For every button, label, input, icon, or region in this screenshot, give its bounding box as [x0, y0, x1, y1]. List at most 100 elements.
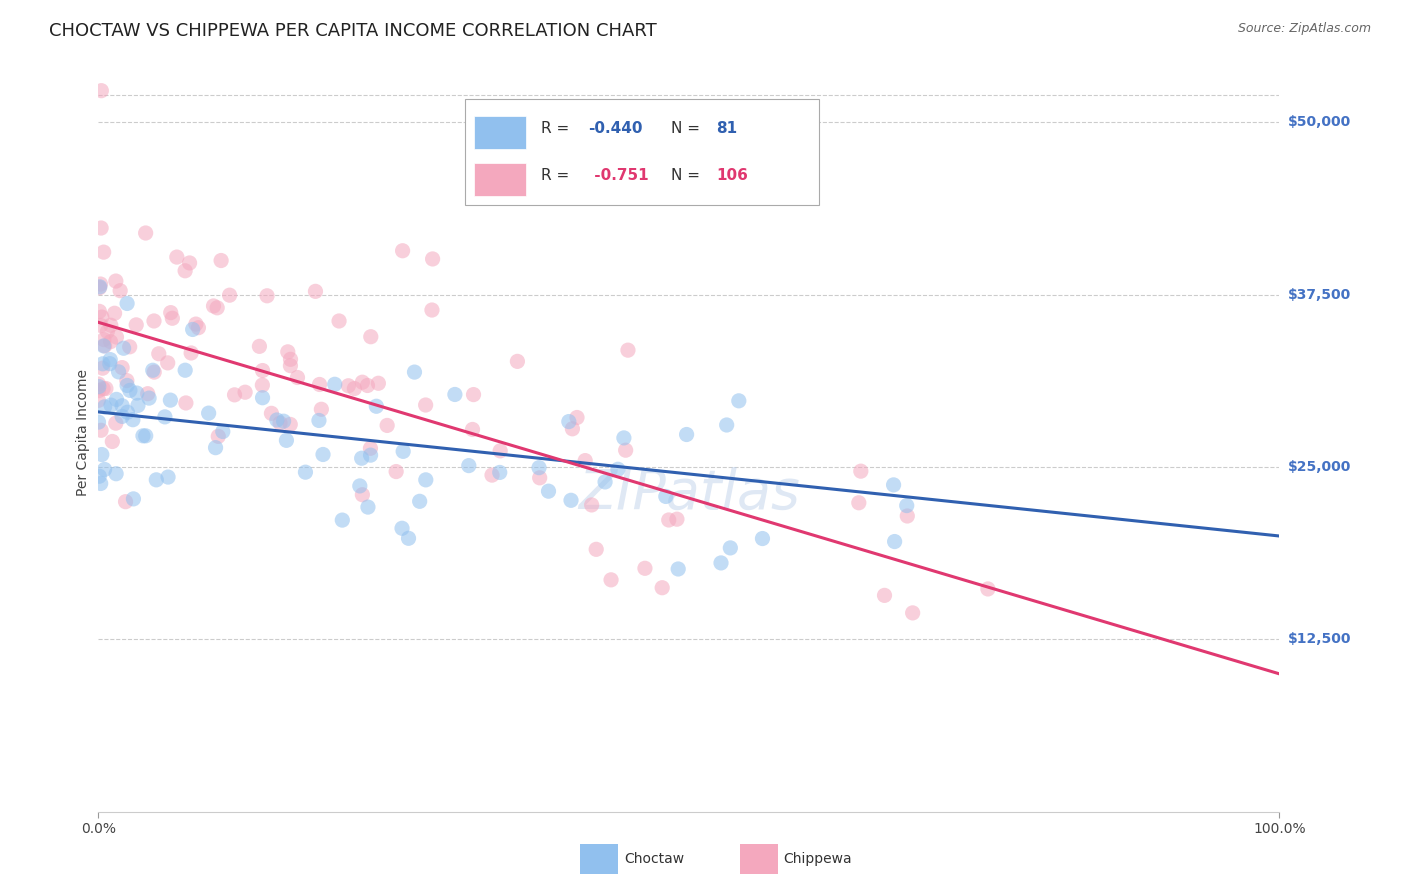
Point [118, 340, 141, 354]
Point [209, 253, 232, 268]
Point [349, 479, 371, 493]
Point [207, 429, 229, 443]
Point [252, 378, 274, 392]
Point [304, 285, 326, 299]
Point [896, 499, 918, 513]
Point [367, 376, 389, 391]
Point [153, 409, 176, 424]
Point [100, 398, 122, 412]
Point [415, 398, 437, 412]
FancyBboxPatch shape [581, 845, 619, 874]
Text: 106: 106 [716, 168, 748, 183]
Point [115, 296, 138, 310]
Point [276, 434, 298, 448]
Point [311, 402, 333, 417]
Point [260, 406, 283, 420]
Point [675, 427, 697, 442]
Text: $12,500: $12,500 [1288, 632, 1351, 647]
Point [337, 378, 360, 392]
Point [366, 399, 388, 413]
Point [481, 468, 503, 483]
Point [506, 354, 529, 368]
Point [107, 365, 129, 379]
Point [537, 484, 560, 499]
Point [375, 418, 398, 433]
FancyBboxPatch shape [464, 99, 818, 205]
Point [90, 448, 112, 462]
Point [93, 245, 115, 260]
Point [89, 280, 111, 294]
Point [89, 281, 111, 295]
Point [118, 384, 141, 398]
Point [122, 413, 145, 427]
Point [360, 329, 382, 343]
Point [87, 393, 110, 408]
Point [252, 391, 274, 405]
Point [122, 491, 145, 506]
Point [328, 314, 350, 328]
Point [392, 444, 415, 458]
Point [96, 325, 118, 339]
Point [883, 534, 905, 549]
Point [187, 320, 209, 334]
Point [600, 573, 623, 587]
Point [197, 406, 219, 420]
Point [89, 304, 111, 318]
Point [280, 359, 302, 373]
Point [156, 356, 179, 370]
Point [179, 256, 201, 270]
Point [457, 458, 479, 473]
Point [93, 400, 115, 414]
Point [89, 277, 111, 291]
Point [558, 415, 581, 429]
Point [159, 393, 181, 408]
Text: CHOCTAW VS CHIPPEWA PER CAPITA INCOME CORRELATION CHART: CHOCTAW VS CHIPPEWA PER CAPITA INCOME CO… [49, 22, 657, 40]
Point [606, 462, 628, 476]
Point [125, 318, 148, 332]
Point [280, 352, 302, 367]
Point [727, 393, 749, 408]
Point [665, 512, 688, 526]
Point [136, 386, 159, 401]
Point [277, 344, 299, 359]
Point [308, 377, 330, 392]
Point [143, 365, 166, 379]
Point [205, 301, 228, 315]
Point [716, 417, 738, 432]
Point [93, 339, 115, 353]
Point [408, 494, 430, 508]
Point [91, 357, 114, 371]
Point [115, 374, 138, 388]
Point [352, 375, 374, 389]
Text: -0.440: -0.440 [589, 121, 643, 136]
Point [157, 470, 180, 484]
Point [666, 562, 689, 576]
Point [135, 429, 157, 443]
Point [561, 422, 583, 436]
Point [391, 521, 413, 535]
Point [218, 288, 240, 302]
Text: ZIPatlas: ZIPatlas [578, 467, 800, 520]
Point [159, 305, 181, 319]
Point [613, 431, 636, 445]
Point [143, 314, 166, 328]
Point [461, 422, 484, 436]
Point [273, 414, 295, 428]
Point [104, 416, 127, 430]
Point [98, 357, 121, 371]
Point [112, 341, 135, 355]
Point [565, 410, 588, 425]
Point [308, 413, 330, 427]
FancyBboxPatch shape [474, 116, 526, 149]
Point [489, 443, 512, 458]
Text: -0.751: -0.751 [589, 168, 648, 183]
Text: Source: ZipAtlas.com: Source: ZipAtlas.com [1237, 22, 1371, 36]
Point [256, 289, 278, 303]
Point [100, 334, 122, 349]
Point [574, 453, 596, 467]
Point [269, 416, 291, 430]
Point [391, 244, 413, 258]
Point [278, 417, 301, 432]
Point [111, 409, 134, 424]
Point [135, 226, 157, 240]
